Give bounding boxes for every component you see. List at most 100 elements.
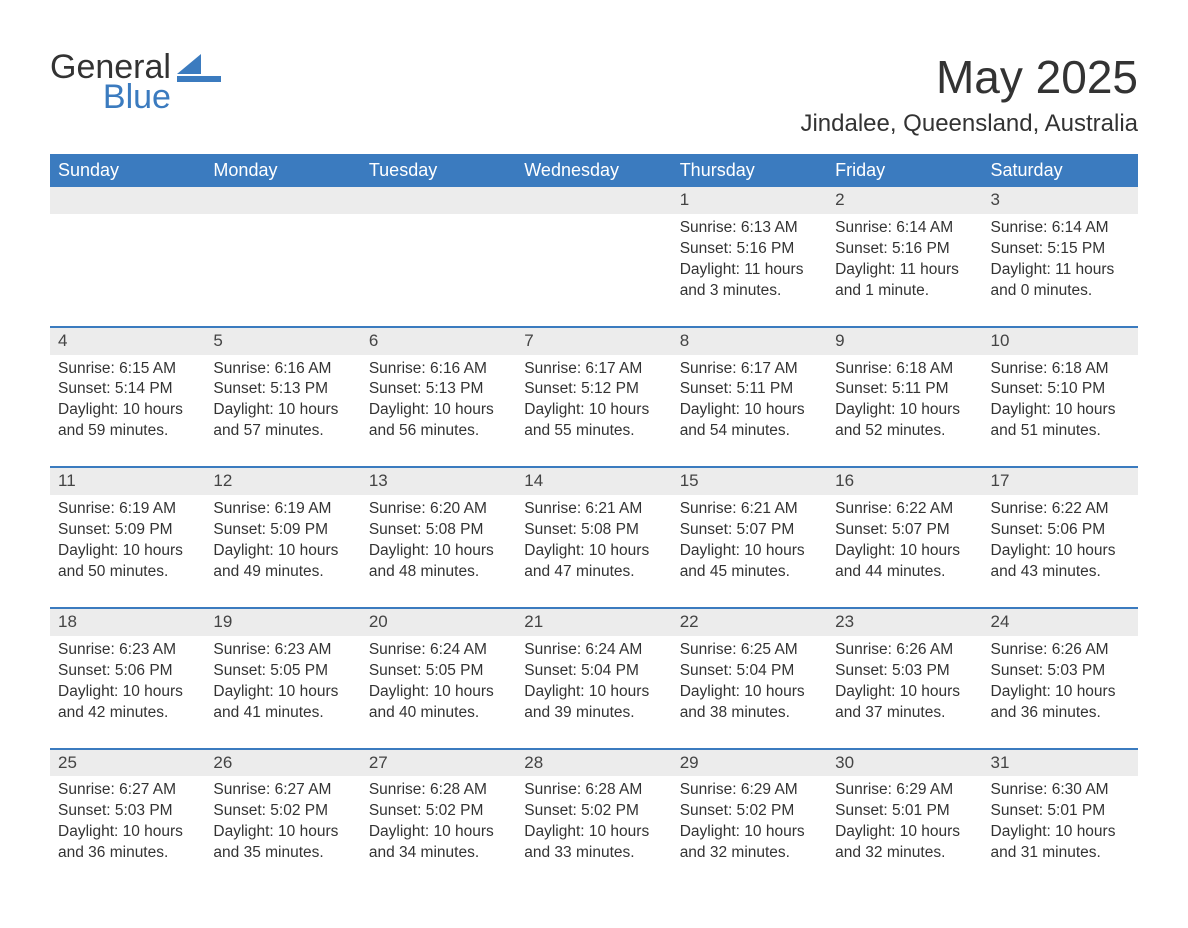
logo-flag-icon [177,54,221,84]
calendar-cell: 14Sunrise: 6:21 AMSunset: 5:08 PMDayligh… [516,467,671,608]
sunset-line: Sunset: 5:04 PM [524,661,663,682]
day-details: Sunrise: 6:13 AMSunset: 5:16 PMDaylight:… [680,218,819,302]
sunset-line: Sunset: 5:07 PM [680,520,819,541]
sunrise-line: Sunrise: 6:16 AM [369,359,508,380]
day-details: Sunrise: 6:22 AMSunset: 5:07 PMDaylight:… [835,499,974,583]
calendar-cell: 13Sunrise: 6:20 AMSunset: 5:08 PMDayligh… [361,467,516,608]
location: Jindalee, Queensland, Australia [800,110,1138,138]
sunset-line: Sunset: 5:07 PM [835,520,974,541]
calendar-cell: 26Sunrise: 6:27 AMSunset: 5:02 PMDayligh… [205,749,360,889]
weekday-header: Saturday [983,154,1138,187]
daylight-line: Daylight: 11 hours and 0 minutes. [991,260,1130,302]
calendar-cell: 8Sunrise: 6:17 AMSunset: 5:11 PMDaylight… [672,327,827,468]
day-number: 16 [827,468,982,495]
day-number: 25 [50,750,205,777]
day-details: Sunrise: 6:15 AMSunset: 5:14 PMDaylight:… [58,359,197,443]
sunset-line: Sunset: 5:09 PM [213,520,352,541]
day-details: Sunrise: 6:21 AMSunset: 5:07 PMDaylight:… [680,499,819,583]
day-number [516,187,671,214]
daylight-line: Daylight: 10 hours and 44 minutes. [835,541,974,583]
day-number [205,187,360,214]
calendar-cell: 22Sunrise: 6:25 AMSunset: 5:04 PMDayligh… [672,608,827,749]
calendar-cell: 15 Sunrise: 6:21 AMSunset: 5:07 PMDayligh… [672,467,827,608]
daylight-line: Daylight: 10 hours and 41 minutes. [213,682,352,724]
sunset-line: Sunset: 5:14 PM [58,379,197,400]
logo: General Blue [50,50,221,114]
sunset-line: Sunset: 5:03 PM [991,661,1130,682]
daylight-line: Daylight: 10 hours and 39 minutes. [524,682,663,724]
calendar-cell: 2Sunrise: 6:14 AMSunset: 5:16 PMDaylight… [827,187,982,327]
sunset-line: Sunset: 5:09 PM [58,520,197,541]
day-details: Sunrise: 6:29 AMSunset: 5:02 PMDaylight:… [680,780,819,864]
sunrise-line: Sunrise: 6:28 AM [524,780,663,801]
sunrise-line: Sunrise: 6:17 AM [680,359,819,380]
calendar-cell: 3 Sunrise: 6:14 AMSunset: 5:15 PMDaylight… [983,187,1138,327]
sunrise-line: Sunrise: 6:15 AM [58,359,197,380]
daylight-line: Daylight: 11 hours and 3 minutes. [680,260,819,302]
day-number: 3 [983,187,1138,214]
sunset-line: Sunset: 5:15 PM [991,239,1130,260]
sunrise-line: Sunrise: 6:28 AM [369,780,508,801]
day-number: 5 [205,328,360,355]
sunrise-line: Sunrise: 6:21 AM [524,499,663,520]
sunrise-line: Sunrise: 6:16 AM [213,359,352,380]
sunset-line: Sunset: 5:12 PM [524,379,663,400]
day-details: Sunrise: 6:14 AMSunset: 5:15 PMDaylight:… [991,218,1130,302]
sunset-line: Sunset: 5:11 PM [680,379,819,400]
calendar-cell: 20Sunrise: 6:24 AMSunset: 5:05 PMDayligh… [361,608,516,749]
day-number: 28 [516,750,671,777]
daylight-line: Daylight: 10 hours and 48 minutes. [369,541,508,583]
daylight-line: Daylight: 10 hours and 32 minutes. [680,822,819,864]
day-details: Sunrise: 6:18 AMSunset: 5:11 PMDaylight:… [835,359,974,443]
sunset-line: Sunset: 5:04 PM [680,661,819,682]
daylight-line: Daylight: 10 hours and 52 minutes. [835,400,974,442]
calendar-cell: 25Sunrise: 6:27 AMSunset: 5:03 PMDayligh… [50,749,205,889]
sunset-line: Sunset: 5:13 PM [213,379,352,400]
sunrise-line: Sunrise: 6:18 AM [835,359,974,380]
daylight-line: Daylight: 10 hours and 36 minutes. [991,682,1130,724]
sunrise-line: Sunrise: 6:22 AM [835,499,974,520]
sunrise-line: Sunrise: 6:19 AM [58,499,197,520]
sunrise-line: Sunrise: 6:18 AM [991,359,1130,380]
day-number: 1 [672,187,827,214]
calendar-header: SundayMondayTuesdayWednesdayThursdayFrid… [50,154,1138,187]
daylight-line: Daylight: 10 hours and 35 minutes. [213,822,352,864]
day-number [361,187,516,214]
sunrise-line: Sunrise: 6:13 AM [680,218,819,239]
day-number: 11 [50,468,205,495]
day-details: Sunrise: 6:14 AMSunset: 5:16 PMDaylight:… [835,218,974,302]
month-title: May 2025 [800,50,1138,104]
sunset-line: Sunset: 5:16 PM [835,239,974,260]
weekday-header: Monday [205,154,360,187]
sunrise-line: Sunrise: 6:24 AM [369,640,508,661]
day-details: Sunrise: 6:26 AMSunset: 5:03 PMDaylight:… [835,640,974,724]
sunset-line: Sunset: 5:05 PM [369,661,508,682]
calendar-cell: 21Sunrise: 6:24 AMSunset: 5:04 PMDayligh… [516,608,671,749]
calendar-cell: 19Sunrise: 6:23 AMSunset: 5:05 PMDayligh… [205,608,360,749]
weekday-header: Friday [827,154,982,187]
sunset-line: Sunset: 5:06 PM [58,661,197,682]
day-details: Sunrise: 6:24 AMSunset: 5:05 PMDaylight:… [369,640,508,724]
day-number: 7 [516,328,671,355]
daylight-line: Daylight: 10 hours and 42 minutes. [58,682,197,724]
day-number: 14 [516,468,671,495]
sunset-line: Sunset: 5:13 PM [369,379,508,400]
day-details: Sunrise: 6:30 AMSunset: 5:01 PMDaylight:… [991,780,1130,864]
weekday-header: Thursday [672,154,827,187]
calendar-cell: 30Sunrise: 6:29 AMSunset: 5:01 PMDayligh… [827,749,982,889]
sunset-line: Sunset: 5:10 PM [991,379,1130,400]
day-details: Sunrise: 6:24 AMSunset: 5:04 PMDaylight:… [524,640,663,724]
calendar-cell: 4Sunrise: 6:15 AMSunset: 5:14 PMDaylight… [50,327,205,468]
calendar-cell: 16 Sunrise: 6:22 AMSunset: 5:07 PMDayligh… [827,467,982,608]
daylight-line: Daylight: 10 hours and 50 minutes. [58,541,197,583]
sunset-line: Sunset: 5:01 PM [835,801,974,822]
calendar-cell: 11 Sunrise: 6:19 AMSunset: 5:09 PMDayligh… [50,467,205,608]
sunrise-line: Sunrise: 6:30 AM [991,780,1130,801]
daylight-line: Daylight: 10 hours and 36 minutes. [58,822,197,864]
sunrise-line: Sunrise: 6:14 AM [991,218,1130,239]
sunset-line: Sunset: 5:03 PM [58,801,197,822]
sunset-line: Sunset: 5:02 PM [213,801,352,822]
day-number: 13 [361,468,516,495]
sunset-line: Sunset: 5:08 PM [524,520,663,541]
day-number: 15 [672,468,827,495]
